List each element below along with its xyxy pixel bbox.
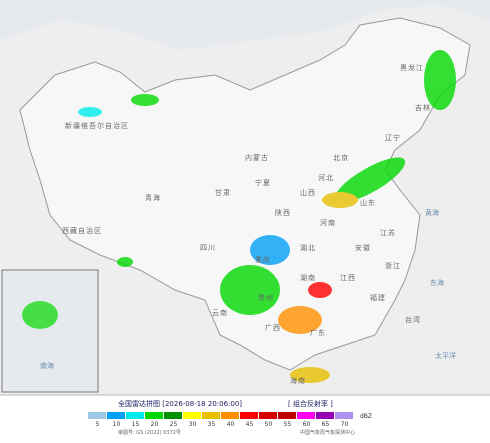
label: 青海 [145, 193, 161, 202]
color-swatch [164, 412, 182, 419]
label: 黑龙江 [400, 63, 424, 72]
scale-label: 30 [189, 421, 197, 428]
legend-product: [ 组合反射率 ] [288, 399, 333, 408]
scale-label: 25 [170, 421, 178, 428]
label: 海南 [290, 376, 306, 385]
echo [117, 257, 133, 267]
approval: 审图号: GS (2022) 0372号 [118, 429, 181, 436]
echo [290, 367, 330, 383]
color-swatch [183, 412, 201, 419]
label: 新疆维吾尔自治区 [65, 121, 129, 130]
label: 陕西 [275, 208, 291, 217]
label: 广东 [310, 328, 326, 337]
color-swatch [145, 412, 163, 419]
scale-label: 5 [96, 421, 100, 428]
label: 西藏自治区 [62, 226, 102, 235]
echo [78, 107, 102, 117]
color-swatch [278, 412, 296, 419]
scale-label: 60 [303, 421, 311, 428]
china-outline [19, 17, 471, 371]
radar-echoes [78, 50, 456, 383]
label: 吉林 [415, 103, 431, 112]
scale-label: 15 [132, 421, 140, 428]
scale-label: 20 [151, 421, 159, 428]
legend-unit: dBZ [360, 413, 372, 420]
label: 安徽 [355, 243, 371, 252]
echo [250, 235, 290, 265]
sea-label: 黄海 [425, 208, 439, 217]
label: 浙江 [385, 261, 401, 270]
echo [334, 157, 406, 203]
scale-label: 55 [284, 421, 292, 428]
label: 内蒙古 [245, 153, 269, 162]
label: 贵州 [258, 293, 274, 302]
color-swatch [259, 412, 277, 419]
echo [278, 306, 322, 334]
label: 福建 [370, 293, 386, 302]
color-swatch [297, 412, 315, 419]
label: 山西 [300, 188, 316, 197]
label: 宁夏 [255, 178, 271, 187]
label: 湖北 [300, 243, 316, 252]
label: 山东 [360, 198, 376, 207]
color-swatch [221, 412, 239, 419]
color-swatch [126, 412, 144, 419]
color-swatch [240, 412, 258, 419]
label: 重庆 [255, 255, 271, 264]
scale-label: 10 [113, 421, 121, 428]
south-sea-inset [1, 269, 99, 393]
echo [220, 265, 280, 315]
scale-label: 35 [208, 421, 216, 428]
echo [322, 192, 358, 208]
label: 湖南 [300, 273, 316, 282]
label: 四川 [200, 244, 216, 252]
label: 江苏 [380, 228, 396, 237]
label: 河南 [320, 218, 336, 227]
sea-label: 太平洋 [435, 351, 456, 360]
scale-label: 50 [265, 421, 273, 428]
scale-label: 65 [322, 421, 330, 428]
label: 云南 [212, 308, 228, 317]
color-swatch [335, 412, 353, 419]
label: 河北 [318, 174, 334, 182]
map-labels: 新疆维吾尔自治区 西藏自治区 青海 甘肃 内蒙古 黑龙江 吉林 辽宁 北京 河北… [40, 63, 456, 385]
echo [22, 301, 58, 329]
color-swatch [202, 412, 220, 419]
label: 辽宁 [385, 133, 401, 142]
label: 广西 [265, 323, 281, 332]
sea-label: 东海 [430, 278, 444, 287]
label: 甘肃 [215, 188, 231, 197]
source: 中国气象局气象探测中心 [300, 429, 355, 436]
label: 北京 [333, 153, 349, 162]
label: 江西 [340, 274, 356, 282]
color-swatch [316, 412, 334, 419]
echo [424, 50, 456, 110]
color-swatch [107, 412, 125, 419]
sea-label: 南海 [40, 361, 54, 370]
color-swatch [88, 412, 106, 419]
legend-title: 全国雷达拼图 [2026-08-18 20:06:00] [118, 399, 242, 408]
echo [308, 282, 332, 298]
scale-label: 40 [227, 421, 235, 428]
label: 台湾 [405, 315, 421, 324]
scale-label: 70 [341, 421, 349, 428]
scale-label: 45 [246, 421, 254, 428]
echo [131, 94, 159, 106]
